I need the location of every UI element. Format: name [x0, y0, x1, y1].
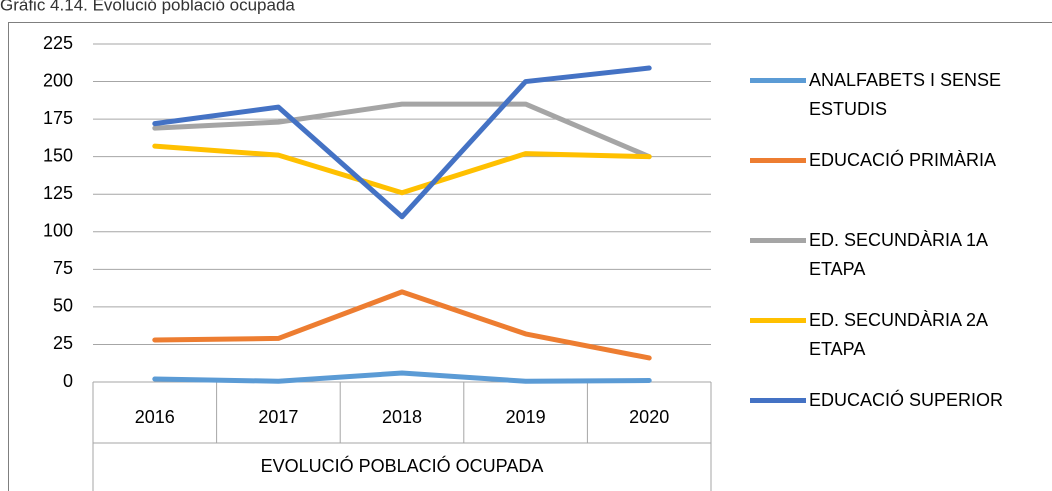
y-tick-label: 0	[63, 371, 73, 391]
legend-swatch	[750, 398, 806, 403]
legend-label: ANALFABETS I SENSE ESTUDIS	[809, 70, 1002, 119]
chart-title: Gràfic 4.14. Evolució població ocupada	[0, 0, 295, 14]
x-tick-label: 2016	[135, 407, 175, 427]
y-tick-label: 225	[43, 33, 73, 53]
legend-label: EDUCACIÓ PRIMÀRIA	[809, 150, 997, 170]
y-tick-label: 200	[43, 70, 73, 90]
series-line	[152, 143, 652, 196]
y-tick-label: 150	[43, 145, 73, 165]
x-tick-label: 2017	[258, 407, 298, 427]
legend-entry: ED. SECUNDÀRIA 2A ETAPA	[750, 306, 1045, 364]
x-tick-label: 2020	[629, 407, 669, 427]
legend-entry: ED. SECUNDÀRIA 1A ETAPA	[750, 226, 1045, 284]
legend-swatch	[750, 158, 806, 163]
legend-swatch	[750, 318, 806, 323]
legend-label: EDUCACIÓ SUPERIOR	[809, 390, 1004, 410]
y-tick-label: 125	[43, 183, 73, 203]
y-tick-label: 100	[43, 221, 73, 241]
x-tick-label: 2018	[382, 407, 422, 427]
legend-swatch	[750, 238, 806, 243]
x-axis-label: EVOLUCIÓ POBLACIÓ OCUPADA	[261, 455, 544, 476]
y-tick-label: 50	[53, 296, 73, 316]
chart-frame	[8, 22, 1052, 491]
series-line	[152, 370, 652, 384]
series-line	[152, 65, 652, 220]
legend-swatch	[750, 78, 806, 83]
y-tick-label: 25	[53, 333, 73, 353]
y-tick-label: 175	[43, 108, 73, 128]
legend-entry: EDUCACIÓ PRIMÀRIA	[750, 146, 1045, 175]
series-line	[152, 101, 652, 160]
legend-entry: ANALFABETS I SENSE ESTUDIS	[750, 66, 1045, 124]
legend-label: ED. SECUNDÀRIA 1A ETAPA	[809, 230, 988, 279]
legend-label: ED. SECUNDÀRIA 2A ETAPA	[809, 310, 988, 359]
legend-entry: EDUCACIÓ SUPERIOR	[750, 386, 1045, 415]
series-line	[152, 289, 652, 361]
y-tick-label: 75	[53, 258, 73, 278]
x-tick-label: 2019	[506, 407, 546, 427]
